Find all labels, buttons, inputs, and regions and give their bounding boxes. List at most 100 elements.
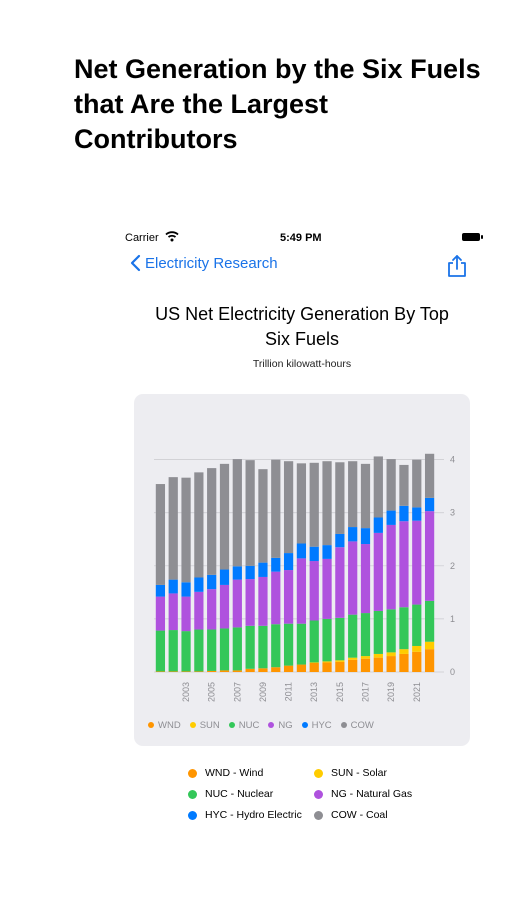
legend-label: SUN - Solar <box>331 767 388 779</box>
stacked-bar-chart: 0 1 2 3 4 2003 2005 2007 2009 2011 2013 2015 2017 201… <box>154 453 455 702</box>
chart-units: Trillion kilowatt-hours <box>252 358 352 370</box>
bar-segment-ng <box>424 511 435 601</box>
battery-icon <box>462 233 483 241</box>
bar-segment-nuc <box>194 629 204 672</box>
x-tick-label: 2007 <box>232 682 242 702</box>
x-tick-label: 2013 <box>309 682 319 702</box>
bar-segment-cow <box>386 459 396 511</box>
legend-dot-icon <box>189 722 196 729</box>
x-tick-label: 2017 <box>361 682 371 702</box>
x-tick-label: 2005 <box>207 682 217 702</box>
bar-segment-nuc <box>296 623 307 665</box>
legend-item-sun: SUN - Solar <box>314 767 387 779</box>
bar-segment-nuc <box>360 613 371 657</box>
bar-segment-cow <box>399 464 409 506</box>
chevron-left-icon <box>130 254 141 272</box>
bar-segment-sun <box>386 652 396 657</box>
legend-label: WND - Wind <box>205 767 264 779</box>
bar-segment-ng <box>207 589 217 630</box>
bar-segment-hyc <box>271 557 281 572</box>
bar-segment-hyc <box>335 533 345 548</box>
legend-dot-icon <box>188 768 197 778</box>
bar-segment-nuc <box>348 614 358 658</box>
bar-segment-sun <box>399 649 409 654</box>
bar-segment-wnd <box>168 671 178 672</box>
bar-segment-ng <box>399 521 409 608</box>
x-tick-label: 2009 <box>258 682 268 702</box>
legend-label: COW - Coal <box>331 809 388 821</box>
bar-segment-nuc <box>399 607 409 650</box>
legend-item-wnd: WND - Wind <box>188 767 263 779</box>
legend-dot-icon <box>188 789 197 799</box>
bar-segment-nuc <box>386 609 396 653</box>
bar-segment-wnd <box>309 662 319 672</box>
bar-segment-sun <box>373 653 383 658</box>
bar-segment-wnd <box>373 657 383 672</box>
bar-segment-ng <box>168 593 178 631</box>
bar-segment-ng <box>232 579 242 628</box>
legend-dot-icon <box>188 810 197 820</box>
bar-segment-hyc <box>309 546 319 562</box>
bar-segment-sun <box>348 657 358 660</box>
bar-segment-nuc <box>258 625 268 669</box>
bar-segment-cow <box>168 477 178 580</box>
bar-segment-hyc <box>168 579 178 594</box>
bar-segment-hyc <box>219 569 230 585</box>
back-button[interactable]: Electricity Research <box>130 254 278 272</box>
y-tick-label: 4 <box>450 455 455 465</box>
bar-segment-hyc <box>348 527 358 542</box>
x-tick-label: 2019 <box>386 682 396 702</box>
bar-segment-wnd <box>348 659 358 672</box>
bar-segment-ng <box>322 558 332 619</box>
chart-legend-item: SUN <box>189 720 220 731</box>
bar-segment-cow <box>335 462 345 534</box>
bar-segment-ng <box>194 591 204 630</box>
bar-segment-wnd <box>219 670 230 672</box>
back-button-label: Electricity Research <box>145 254 278 272</box>
bar-segment-nuc <box>219 628 230 671</box>
bar-segment-hyc <box>412 507 422 521</box>
legend-dot-icon <box>314 789 323 799</box>
bar-segment-hyc <box>373 517 383 533</box>
bar-segment-nuc <box>271 624 281 668</box>
bar-segment-sun <box>412 645 422 652</box>
bar-segment-wnd <box>207 670 217 672</box>
bar-segment-cow <box>219 463 230 570</box>
bar-segment-nuc <box>412 604 422 646</box>
bar-segment-nuc <box>335 617 345 661</box>
bar-segment-cow <box>296 463 307 544</box>
bar-segment-wnd <box>424 649 435 672</box>
wifi-icon <box>165 231 179 242</box>
bar-segment-ng <box>181 596 191 632</box>
status-bar: Carrier 5:49 PM <box>112 230 492 246</box>
bar-segment-ng <box>386 524 396 610</box>
carrier-label: Carrier <box>125 232 159 244</box>
bar-segment-nuc <box>168 630 178 672</box>
bar-segment-wnd <box>258 668 268 672</box>
bar-segment-hyc <box>181 582 191 597</box>
bar-segment-sun <box>360 656 371 659</box>
bar-segment-nuc <box>322 618 332 662</box>
bar-segment-nuc <box>373 610 383 654</box>
share-icon[interactable] <box>446 254 468 278</box>
chart-legend-item: NUC <box>228 720 259 731</box>
legend-item-nuc: NUC - Nuclear <box>188 788 273 800</box>
chart-legend-label: HYC <box>311 720 332 731</box>
bar-segment-wnd <box>283 665 294 672</box>
bar-segment-cow <box>360 463 371 529</box>
bar-segment-sun <box>309 662 319 663</box>
bar-segment-nuc <box>424 600 435 642</box>
y-tick-label: 3 <box>450 508 455 518</box>
bar-segment-wnd <box>232 670 242 672</box>
bar-segment-sun <box>335 660 345 662</box>
bar-segment-ng <box>373 532 383 611</box>
chart-legend-item: HYC <box>301 720 332 731</box>
bar-segment-cow <box>283 461 294 554</box>
chart-legend-item: COW <box>340 720 374 731</box>
bar-segment-wnd <box>271 667 281 672</box>
bar-segment-hyc <box>245 565 255 580</box>
legend-dot-icon <box>268 722 275 729</box>
bar-segment-hyc <box>207 574 217 590</box>
bar-segment-hyc <box>399 505 409 522</box>
bar-segment-ng <box>296 558 307 624</box>
